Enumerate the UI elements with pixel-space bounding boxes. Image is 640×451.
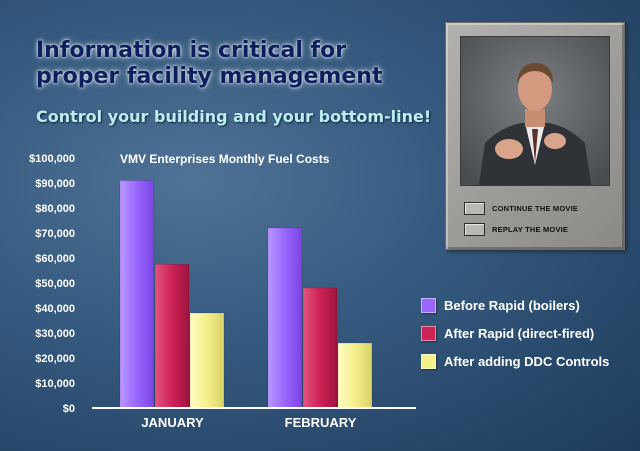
presenter-video[interactable]	[460, 36, 610, 186]
bar	[154, 264, 190, 409]
legend-label-after-ddc: After adding DDC Controls	[444, 353, 610, 369]
chart-legend: Before Rapid (boilers) After Rapid (dire…	[421, 291, 636, 375]
y-tick-label: $70,000	[35, 228, 75, 240]
headline: Information is critical for proper facil…	[36, 38, 426, 90]
continue-movie-label: CONTINUE THE MOVIE	[492, 204, 579, 213]
legend-swatch-before-rapid	[421, 297, 436, 313]
legend-swatch-after-ddc	[421, 353, 436, 369]
headline-line-2: proper facility management	[36, 64, 383, 89]
x-category-label: FEBRUARY	[285, 415, 357, 430]
bar	[189, 312, 225, 409]
video-panel: CONTINUE THE MOVIE REPLAY THE MOVIE	[445, 22, 625, 250]
y-tick-label: $10,000	[35, 378, 75, 390]
legend-item-after-rapid: After Rapid (direct-fired)	[421, 319, 636, 347]
bar	[337, 342, 373, 409]
x-category-label: JANUARY	[141, 415, 204, 430]
y-tick-label: $60,000	[35, 253, 75, 265]
replay-movie-button[interactable]: REPLAY THE MOVIE	[464, 223, 568, 236]
bar	[302, 287, 338, 409]
replay-movie-box	[464, 223, 485, 236]
y-tick-label: $100,000	[29, 153, 75, 165]
bar	[119, 180, 155, 409]
y-tick-label: $0	[63, 403, 75, 415]
y-tick-label: $30,000	[35, 328, 75, 340]
subheadline: Control your building and your bottom-li…	[36, 107, 432, 126]
legend-label-after-rapid: After Rapid (direct-fired)	[444, 325, 595, 341]
legend-swatch-after-rapid	[421, 325, 436, 341]
legend-item-before-rapid: Before Rapid (boilers)	[421, 291, 636, 319]
replay-movie-label: REPLAY THE MOVIE	[492, 225, 569, 234]
y-tick-label: $20,000	[35, 353, 75, 365]
y-tick-label: $80,000	[35, 203, 75, 215]
legend-label-before-rapid: Before Rapid (boilers)	[444, 297, 580, 313]
continue-movie-button[interactable]: CONTINUE THE MOVIE	[464, 202, 578, 215]
y-tick-label: $90,000	[35, 178, 75, 190]
y-tick-label: $40,000	[35, 303, 75, 315]
continue-movie-box	[464, 202, 485, 215]
presenter-video-frame	[461, 37, 609, 185]
chart-title: VMV Enterprises Monthly Fuel Costs	[120, 152, 330, 166]
headline-line-1: Information is critical for	[36, 38, 347, 63]
legend-item-after-ddc: After adding DDC Controls	[421, 347, 636, 375]
y-tick-label: $50,000	[35, 278, 75, 290]
bar	[267, 227, 303, 409]
